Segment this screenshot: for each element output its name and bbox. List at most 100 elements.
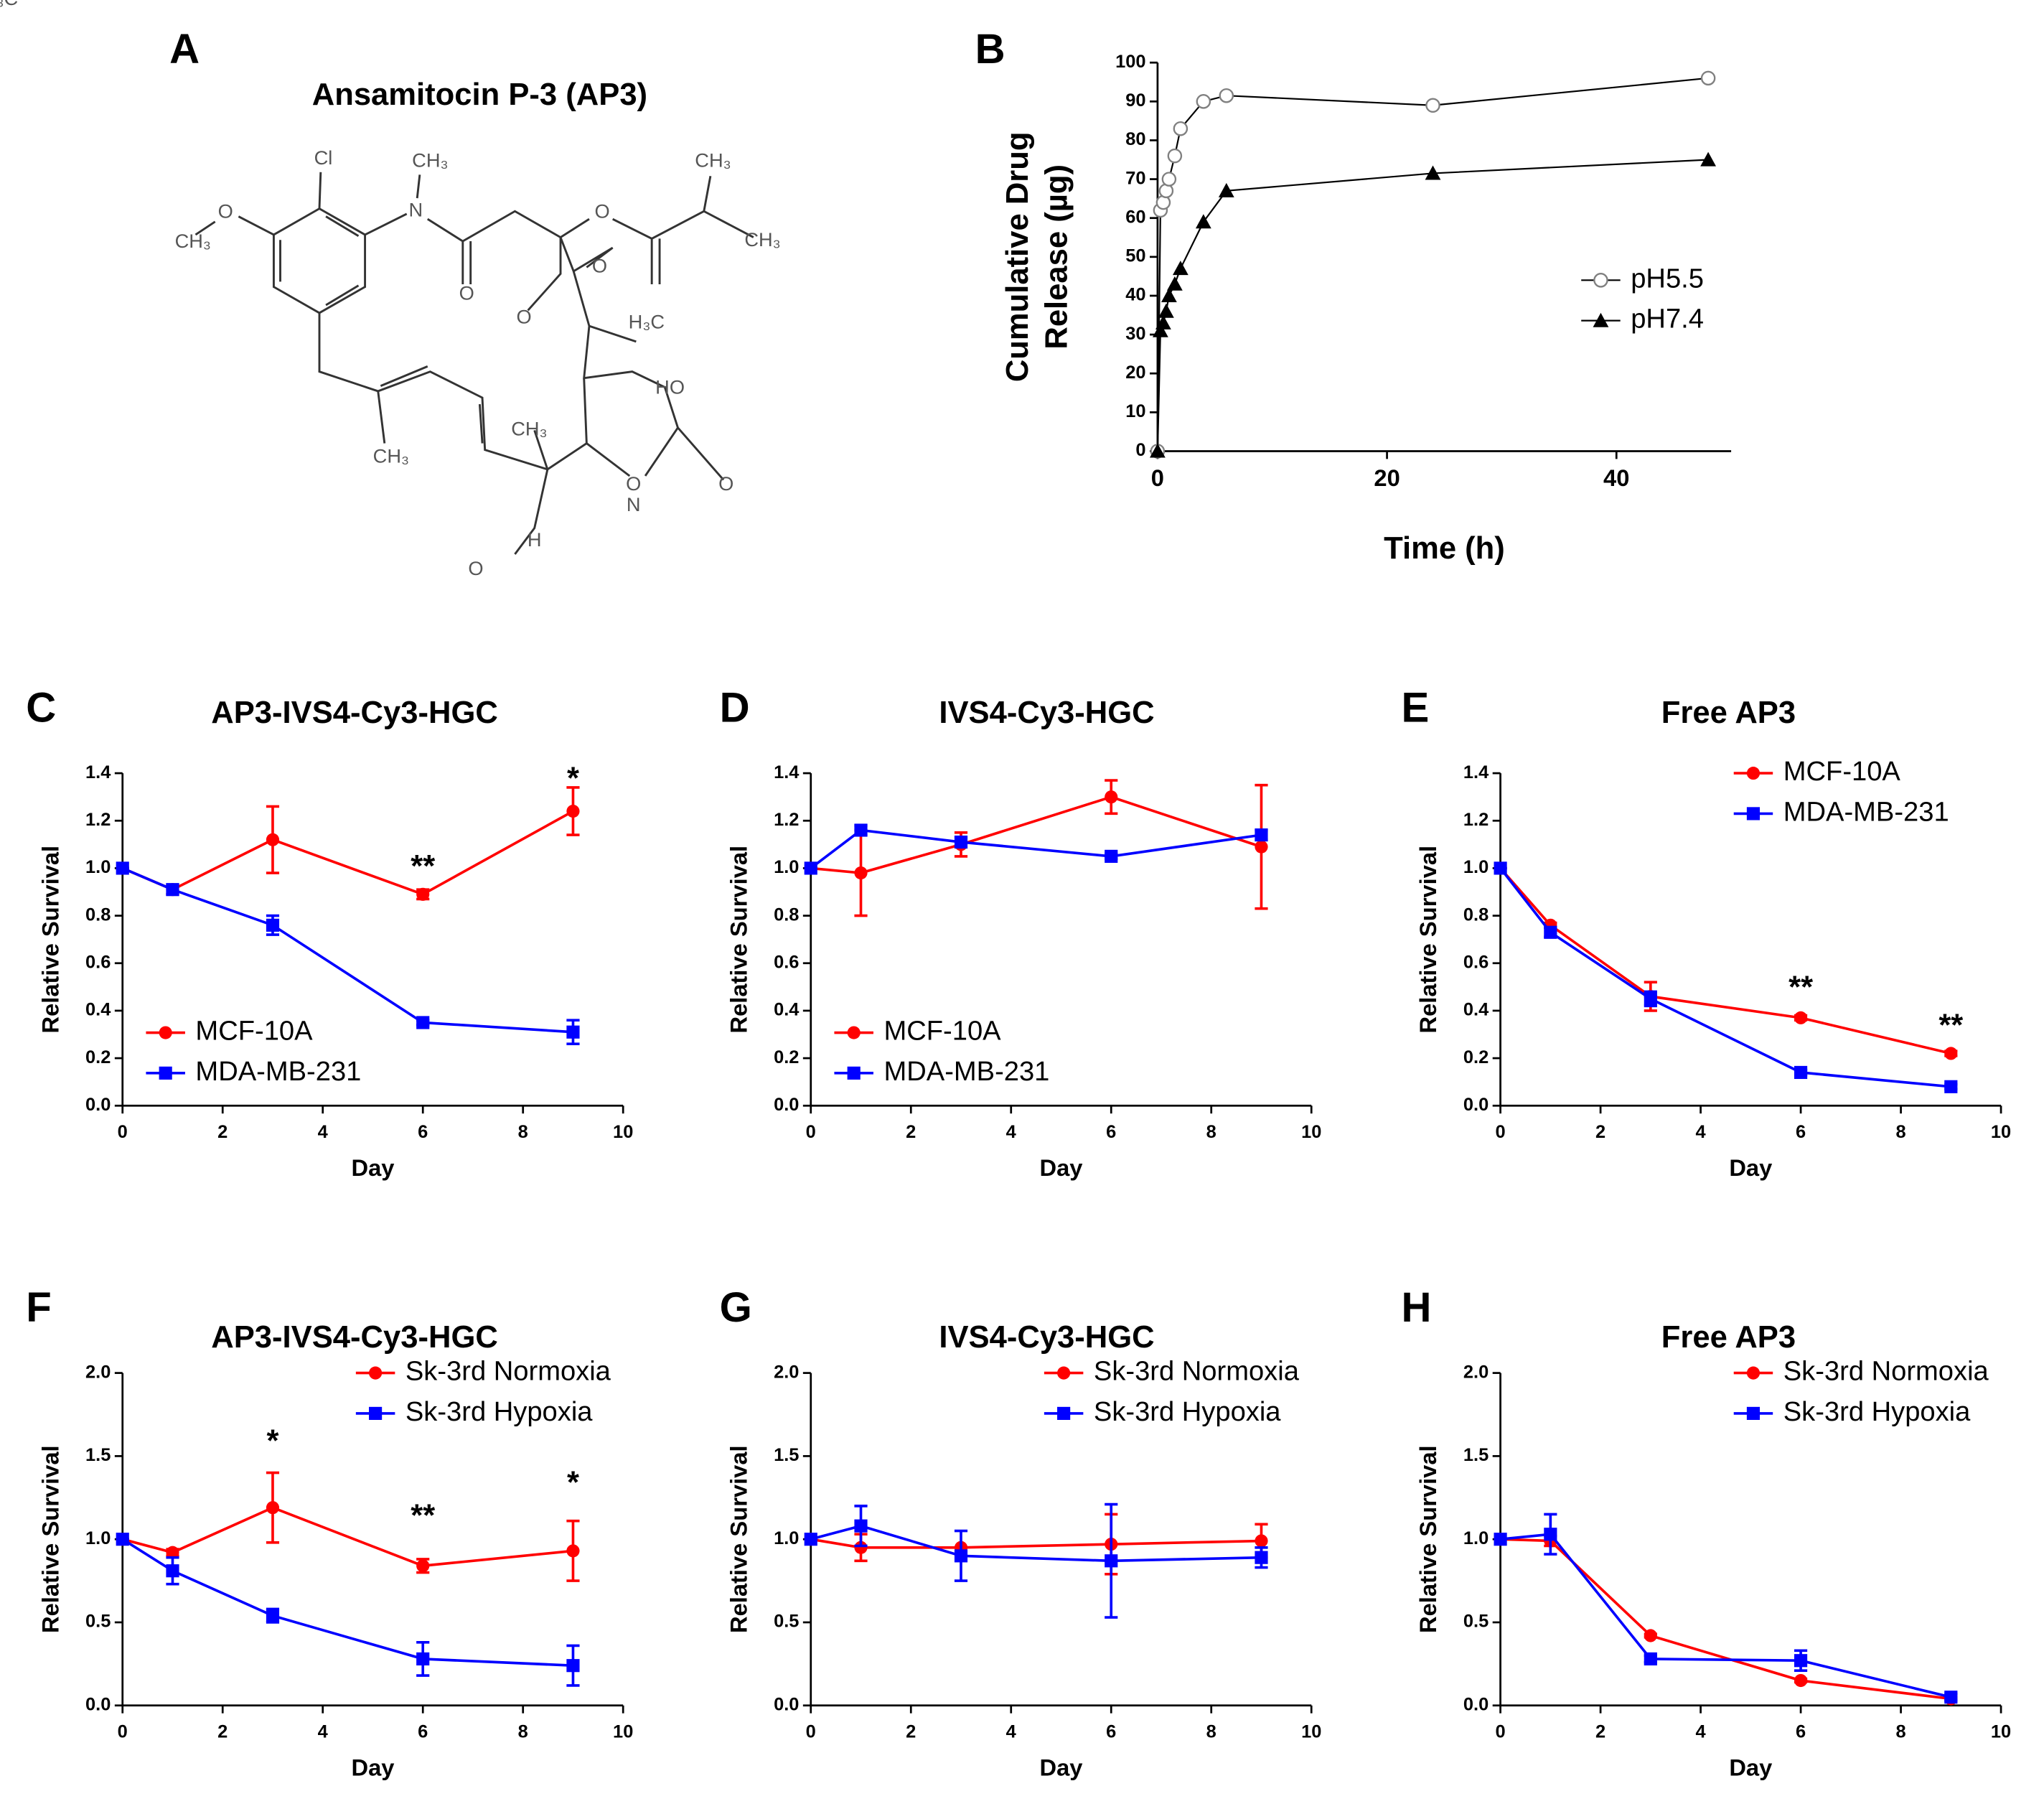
data-point [1219, 88, 1234, 103]
data-point [566, 1659, 580, 1673]
x-axis-label: Day [1040, 1154, 1083, 1181]
atom-label: Cl [314, 146, 333, 169]
panel-label: G [720, 1284, 752, 1331]
x-tick-label: 6 [1106, 1722, 1116, 1742]
legend-label: Sk-3rd Hypoxia [1783, 1396, 1971, 1427]
data-point [566, 1544, 580, 1558]
panel-label: H [1402, 1284, 1432, 1331]
x-tick-label: 0 [1496, 1722, 1506, 1742]
legend-marker [1593, 312, 1609, 327]
data-point [1167, 148, 1183, 164]
legend-marker [1057, 1366, 1071, 1380]
panel-label: F [26, 1284, 52, 1331]
y-tick-label: 0.2 [1463, 1047, 1489, 1067]
legend-label: MDA-MB-231 [883, 1056, 1049, 1087]
y-tick-label: 1.0 [774, 1528, 799, 1548]
atom-label: HO [655, 375, 685, 398]
data-point [566, 1025, 580, 1039]
y-tick-label: 1.5 [774, 1445, 799, 1465]
x-axis-label: Day [351, 1154, 394, 1181]
x-tick-label: 4 [318, 1122, 328, 1142]
x-tick-label: 8 [1895, 1722, 1905, 1742]
data-point [1105, 849, 1118, 863]
data-point [1644, 992, 1657, 1006]
atom-label: O [459, 282, 474, 304]
y-tick-label: 0.5 [1463, 1612, 1489, 1632]
annotation: ** [1938, 1009, 1963, 1043]
x-tick-label: 10 [1991, 1722, 2011, 1742]
x-tick-label: 10 [1301, 1722, 1321, 1742]
y-tick-label: 1.4 [774, 762, 799, 782]
x-tick-label: 4 [1006, 1722, 1016, 1742]
x-tick-label: 2 [217, 1722, 228, 1742]
data-point [1255, 828, 1268, 842]
series-line [1500, 1538, 1951, 1701]
data-point [266, 1609, 280, 1622]
x-tick-label: 20 [1374, 464, 1400, 491]
annotation: ** [411, 1499, 435, 1533]
atom-label: O [592, 255, 607, 277]
y-tick-label: 0.2 [774, 1047, 799, 1067]
y-tick-label: 0.8 [774, 904, 799, 925]
y-tick-label: 80 [1125, 129, 1145, 149]
data-point [166, 1546, 179, 1559]
data-point [1161, 288, 1177, 303]
legend-marker [1746, 807, 1761, 821]
data-point [416, 1016, 430, 1029]
legend-label: MDA-MB-231 [195, 1056, 361, 1087]
y-tick-label: 50 [1125, 246, 1145, 266]
legend-marker [369, 1366, 383, 1380]
data-point [266, 1501, 280, 1515]
atom-label: CH₃ [175, 230, 211, 252]
y-tick-label: 0.8 [85, 904, 111, 925]
data-point [854, 866, 868, 880]
data-point [1700, 151, 1717, 167]
annotation: * [567, 1465, 579, 1500]
data-point [1794, 1011, 1808, 1024]
x-tick-label: 4 [1696, 1122, 1706, 1142]
data-point [1700, 70, 1716, 86]
series-line [122, 1506, 573, 1568]
data-point [1155, 314, 1171, 329]
data-point [1158, 303, 1174, 318]
y-tick-label: 1.5 [1463, 1445, 1489, 1465]
annotation: ** [1788, 971, 1813, 1005]
x-axis-label: Day [1040, 1754, 1083, 1780]
y-tick-label: 1.0 [1463, 1528, 1489, 1548]
y-axis-label: Relative Survival [1415, 1445, 1441, 1633]
panel-label: D [720, 684, 750, 731]
y-tick-label: 0.8 [1463, 904, 1489, 925]
atom-label: O [517, 305, 532, 327]
series-line [1499, 867, 1951, 1088]
data-point [166, 883, 179, 897]
y-tick-label: 100 [1115, 52, 1145, 72]
y-axis-label: Relative Survival [1415, 846, 1441, 1034]
x-tick-label: 8 [518, 1122, 528, 1142]
data-point [1161, 172, 1177, 187]
y-tick-label: 20 [1125, 363, 1145, 383]
data-point [854, 1519, 868, 1533]
legend-marker [159, 1026, 172, 1039]
y-tick-label: 10 [1125, 401, 1145, 421]
x-tick-label: 2 [906, 1122, 916, 1142]
y-axis-label: Relative Survival [37, 846, 63, 1034]
data-point [266, 833, 280, 846]
legend-label: pH7.4 [1631, 304, 1704, 335]
chart-title: IVS4-Cy3-HGC [939, 696, 1154, 730]
panel-label: B [975, 26, 1005, 73]
y-tick-label: 70 [1125, 168, 1145, 188]
y-tick-label: 0.6 [1463, 952, 1489, 972]
y-tick-label: 1.4 [85, 762, 111, 782]
y-tick-label: 0.0 [1463, 1694, 1489, 1714]
atom-label: O [218, 200, 233, 222]
y-axis-label: Relative Survival [725, 846, 751, 1034]
x-tick-label: 2 [1595, 1722, 1605, 1742]
legend-marker [847, 1026, 861, 1039]
x-axis-label: Day [351, 1754, 394, 1780]
y-tick-label: 1.2 [1463, 810, 1489, 830]
atom-label: N [409, 198, 423, 220]
annotation: * [567, 762, 579, 796]
y-tick-label: 40 [1125, 285, 1145, 305]
